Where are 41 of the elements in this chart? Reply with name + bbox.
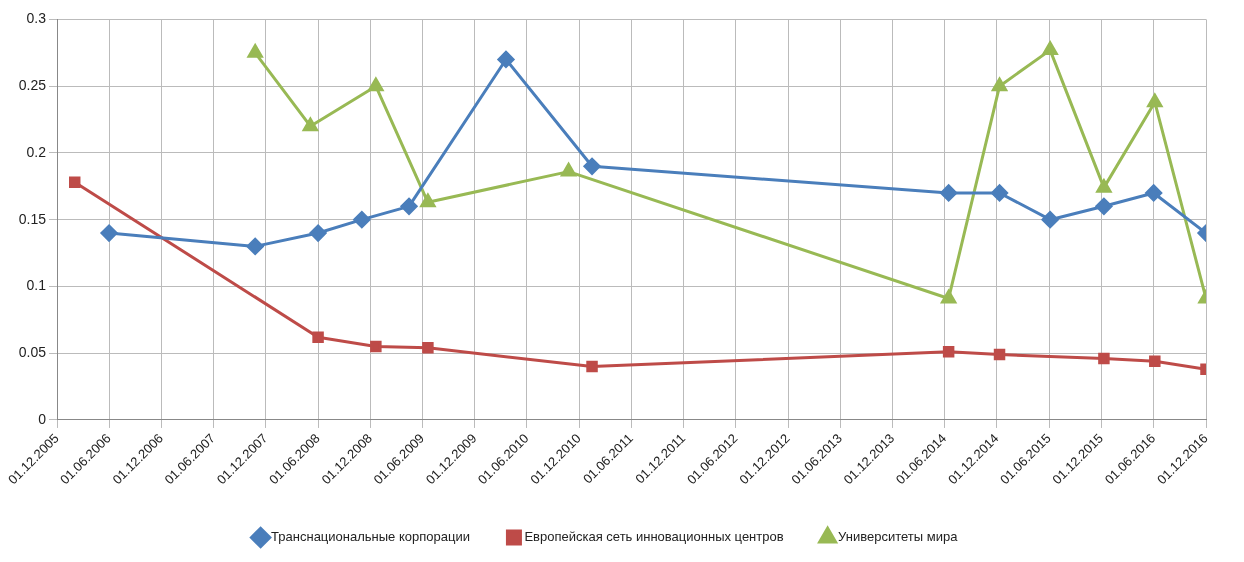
point bbox=[68, 176, 81, 189]
y-tick-label: 0.05 bbox=[18, 344, 47, 361]
point bbox=[400, 197, 418, 215]
point bbox=[370, 340, 382, 353]
y-tick-label: 0.3 bbox=[26, 10, 47, 27]
point bbox=[302, 117, 318, 132]
point bbox=[941, 289, 957, 304]
point bbox=[420, 193, 436, 208]
y-tick-label: 0 bbox=[38, 410, 47, 427]
point bbox=[100, 224, 118, 242]
point bbox=[422, 342, 434, 354]
legend-label: Европейская сеть инновационных центров bbox=[524, 529, 784, 545]
point bbox=[561, 163, 577, 177]
y-tick-label: 0.25 bbox=[18, 77, 47, 94]
point bbox=[1147, 93, 1163, 108]
y-tick-label: 0.15 bbox=[18, 210, 47, 227]
point bbox=[368, 77, 384, 92]
point bbox=[1042, 41, 1058, 56]
point bbox=[312, 331, 324, 343]
point bbox=[1149, 355, 1161, 367]
point bbox=[1041, 211, 1059, 229]
y-tick-label: 0.2 bbox=[26, 143, 47, 160]
point bbox=[993, 348, 1006, 361]
point bbox=[991, 184, 1009, 202]
legend-label: Транснациональные корпорации bbox=[271, 529, 470, 545]
point bbox=[1095, 197, 1113, 215]
point bbox=[1098, 352, 1110, 365]
legend-label: Университеты мира bbox=[838, 529, 959, 545]
point bbox=[353, 211, 371, 229]
point bbox=[940, 184, 958, 202]
point bbox=[991, 77, 1008, 92]
point bbox=[247, 44, 263, 58]
point bbox=[583, 157, 601, 175]
point bbox=[497, 50, 515, 68]
point bbox=[309, 224, 327, 242]
y-tick-label: 0.1 bbox=[26, 277, 47, 294]
point bbox=[246, 237, 264, 255]
point bbox=[942, 346, 955, 358]
point bbox=[1096, 179, 1112, 193]
point bbox=[586, 360, 598, 373]
point bbox=[1145, 184, 1163, 202]
